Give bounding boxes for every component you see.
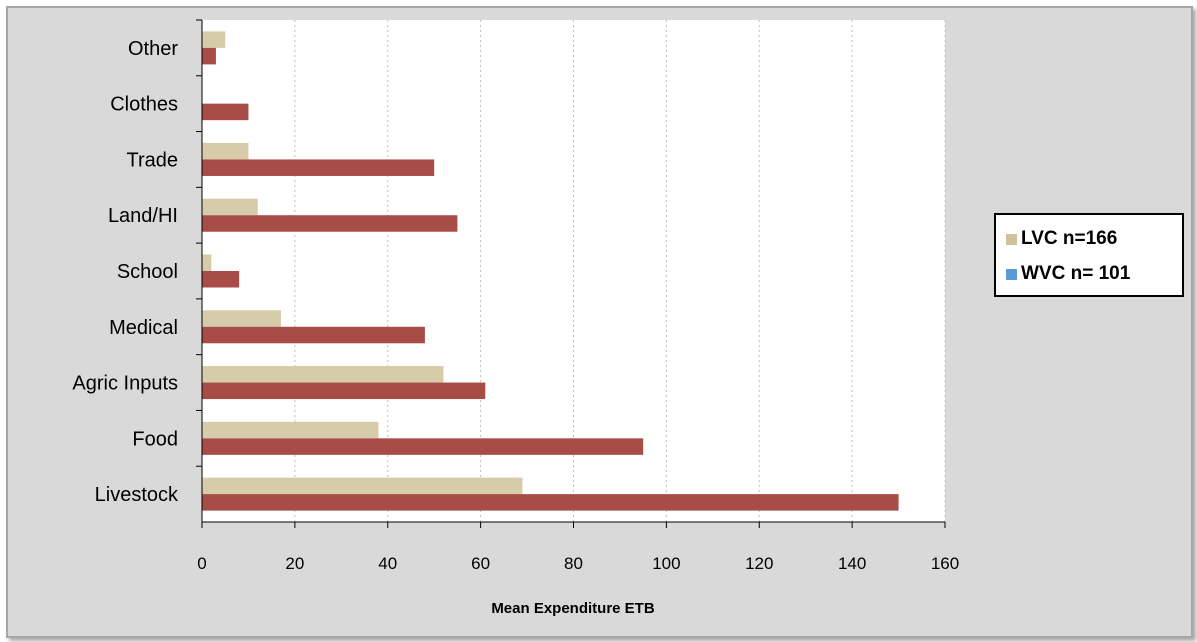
category-label: Clothes xyxy=(110,94,178,116)
bar-wvc-land-hi xyxy=(202,215,458,232)
legend-item-lvc: LVC n=166 xyxy=(1006,227,1117,251)
bar-wvc-agric-inputs xyxy=(202,382,486,400)
x-tick-label: 120 xyxy=(745,554,773,573)
category-label: Other xyxy=(128,38,178,60)
bar-wvc-other xyxy=(202,47,216,65)
bar-wvc-food xyxy=(202,438,644,455)
category-label: Agric Inputs xyxy=(72,373,178,395)
legend-swatch-wvc xyxy=(1006,268,1017,280)
category-label: Medical xyxy=(109,317,178,339)
bar-wvc-trade xyxy=(202,159,435,176)
legend-swatch-lvc xyxy=(1006,233,1017,245)
bar-lvc-trade xyxy=(202,142,249,160)
x-tick-label: 140 xyxy=(838,554,866,573)
category-label: School xyxy=(117,261,178,283)
bar-lvc-medical xyxy=(202,310,281,327)
bar-wvc-school xyxy=(202,271,240,288)
bar-wvc-clothes xyxy=(202,103,249,121)
x-tick-label: 80 xyxy=(564,554,583,573)
legend: LVC n=166 WVC n= 101 xyxy=(994,213,1184,297)
legend-label-wvc: WVC n= 101 xyxy=(1021,263,1131,284)
category-label: Trade xyxy=(126,149,178,171)
x-tick-label: 100 xyxy=(652,554,680,573)
x-tick-label: 40 xyxy=(378,554,397,573)
legend-item-wvc: WVC n= 101 xyxy=(1006,262,1130,286)
bar-lvc-livestock xyxy=(202,477,523,495)
x-tick-label: 60 xyxy=(471,554,490,573)
x-axis-title: Mean Expenditure ETB xyxy=(491,600,655,617)
legend-label-lvc: LVC n=166 xyxy=(1021,228,1118,249)
bar-lvc-agric-inputs xyxy=(202,366,444,383)
bar-lvc-food xyxy=(202,421,379,439)
bar-lvc-school xyxy=(202,254,212,271)
bar-lvc-land-hi xyxy=(202,198,258,216)
category-label: Land/HI xyxy=(108,205,178,227)
category-label: Livestock xyxy=(95,484,179,506)
x-tick-label: 20 xyxy=(285,554,304,573)
category-label: Food xyxy=(132,428,178,450)
x-tick-label: 160 xyxy=(931,554,959,573)
bar-wvc-medical xyxy=(202,326,425,344)
bar-lvc-other xyxy=(202,31,226,48)
x-tick-label: 0 xyxy=(197,554,206,573)
bar-wvc-livestock xyxy=(202,494,899,511)
